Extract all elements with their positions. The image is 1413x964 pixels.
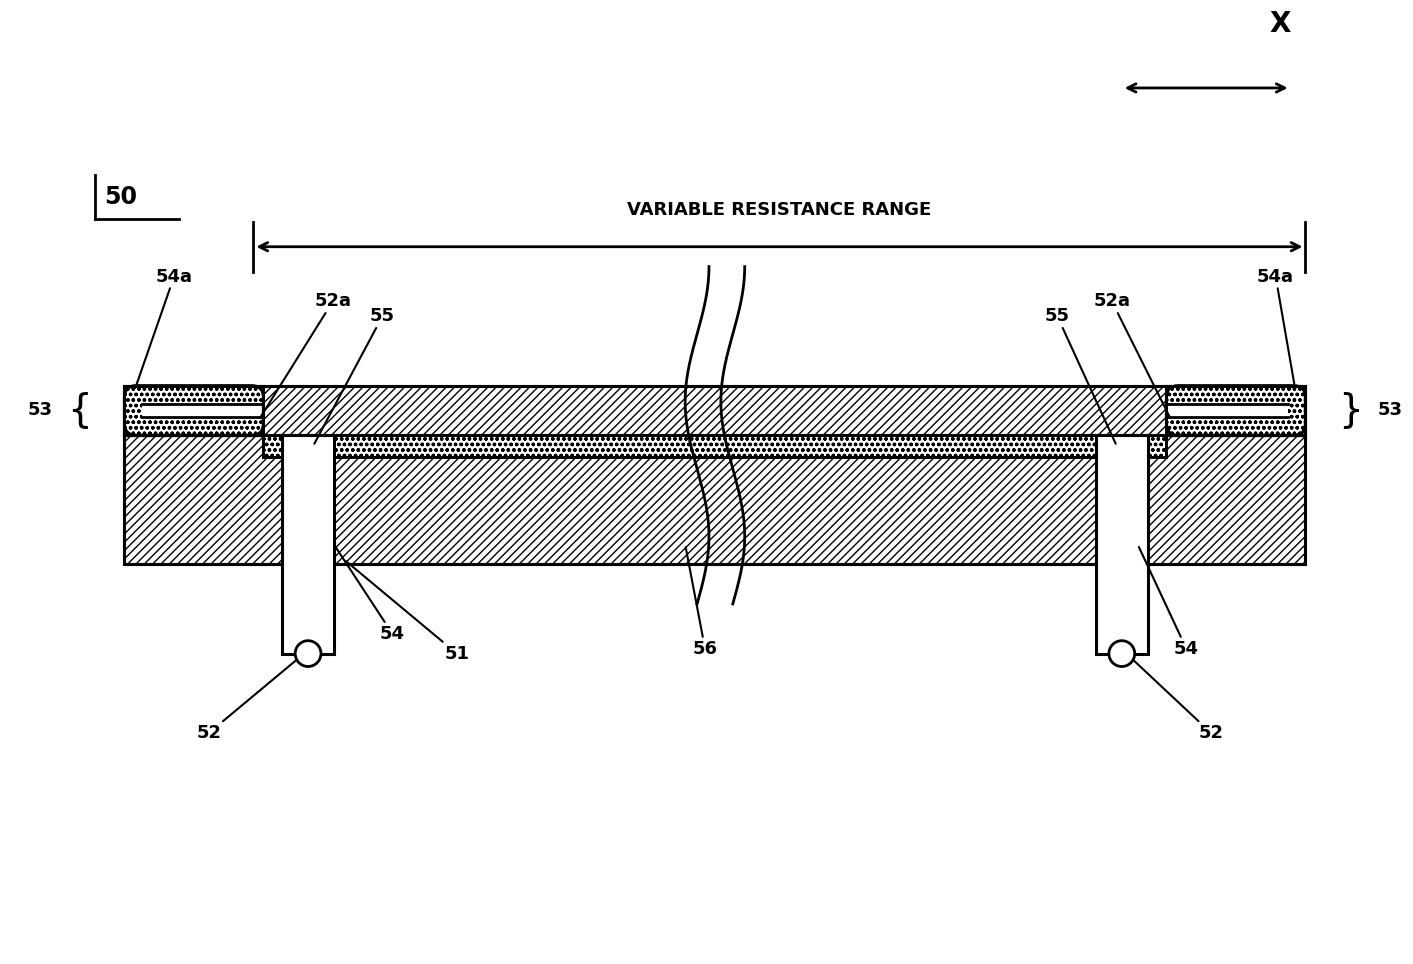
Text: 54a: 54a xyxy=(136,267,192,388)
Bar xyxy=(124,436,1306,564)
Text: 52: 52 xyxy=(196,660,295,742)
Text: 54a: 54a xyxy=(1258,267,1294,388)
Text: {: { xyxy=(68,391,92,430)
Bar xyxy=(124,436,1306,564)
Text: 55: 55 xyxy=(1044,308,1116,443)
Bar xyxy=(1167,386,1306,436)
Text: 52a: 52a xyxy=(260,292,352,418)
Text: 55: 55 xyxy=(314,308,396,443)
Bar xyxy=(143,404,263,417)
Bar xyxy=(124,386,1306,436)
Text: VARIABLE RESISTANCE RANGE: VARIABLE RESISTANCE RANGE xyxy=(627,201,931,219)
Bar xyxy=(124,386,1306,436)
Bar xyxy=(124,436,1306,564)
Text: X: X xyxy=(1270,11,1291,39)
Text: 53: 53 xyxy=(28,401,52,419)
Circle shape xyxy=(1109,641,1135,666)
Circle shape xyxy=(295,641,321,666)
Bar xyxy=(124,386,1306,436)
Bar xyxy=(263,436,1167,457)
Text: 52a: 52a xyxy=(1094,292,1170,418)
Bar xyxy=(263,436,1167,457)
Text: 54: 54 xyxy=(335,547,406,643)
Bar xyxy=(124,386,263,436)
Bar xyxy=(263,436,1167,457)
Text: 54: 54 xyxy=(1139,547,1198,657)
Bar xyxy=(1096,436,1147,654)
Text: 56: 56 xyxy=(685,548,718,657)
Text: }: } xyxy=(1338,391,1362,430)
Text: 51: 51 xyxy=(346,561,469,662)
Bar xyxy=(1167,404,1287,417)
Text: 50: 50 xyxy=(105,185,137,209)
Text: 53: 53 xyxy=(1378,401,1402,419)
Bar xyxy=(283,436,333,654)
Text: 52: 52 xyxy=(1133,660,1224,742)
Bar xyxy=(124,386,263,436)
Bar xyxy=(1167,386,1306,436)
